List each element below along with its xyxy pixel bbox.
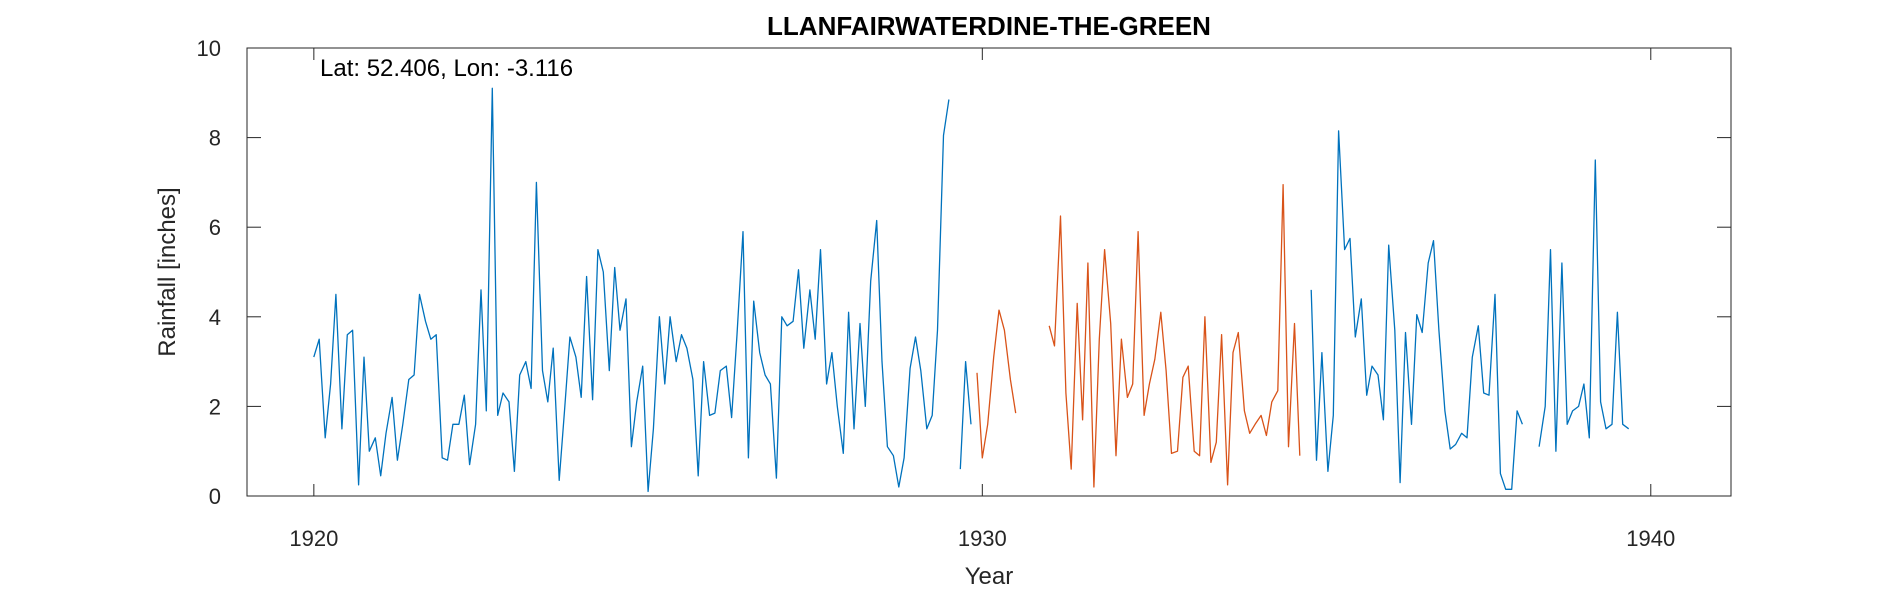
rainfall-line-orange [1048,183,1301,488]
plot-area [246,47,1732,497]
rainfall-line-blue [313,87,950,493]
chart-title: LLANFAIRWATERDINE-THE-GREEN [767,11,1211,41]
x-axis-ticks: 1920 1930 1940 [289,48,1675,551]
y-tick-label: 4 [209,305,221,330]
y-tick-label: 6 [209,215,221,240]
y-tick-label: 0 [209,484,221,509]
rainfall-series [313,87,1630,493]
rainfall-line-blue [1538,159,1630,452]
x-tick-label: 1920 [289,526,338,551]
x-tick-label: 1930 [958,526,1007,551]
x-tick-label: 1940 [1626,526,1675,551]
y-axis-label: Rainfall [inches] [154,187,181,356]
rainfall-line-blue [1310,130,1524,490]
y-tick-label: 8 [209,126,221,151]
rainfall-line-blue [959,360,972,470]
y-axis-ticks: 0 2 4 6 8 10 [197,36,1731,509]
y-tick-label: 2 [209,394,221,419]
rainfall-line-orange [976,309,1017,459]
y-tick-label: 10 [197,36,221,61]
location-annotation: Lat: 52.406, Lon: -3.116 [320,55,573,82]
x-axis-label: Year [965,563,1014,590]
